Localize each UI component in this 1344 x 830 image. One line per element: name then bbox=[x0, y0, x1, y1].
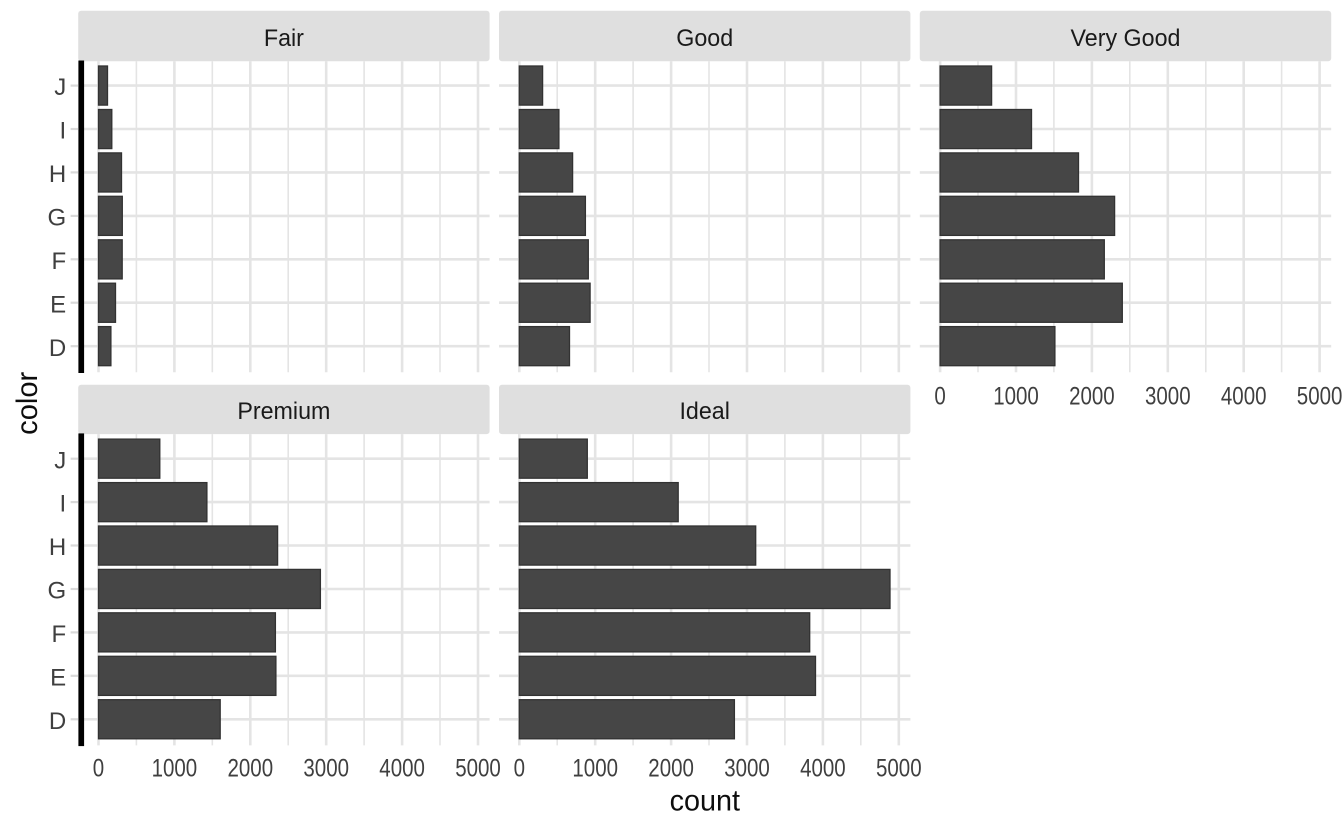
svg-text:3000: 3000 bbox=[1145, 382, 1191, 410]
svg-text:5000: 5000 bbox=[1297, 382, 1343, 410]
svg-text:0: 0 bbox=[514, 753, 525, 781]
svg-text:I: I bbox=[60, 118, 67, 145]
svg-text:3000: 3000 bbox=[724, 753, 770, 781]
svg-text:2000: 2000 bbox=[1069, 382, 1115, 410]
svg-text:0: 0 bbox=[934, 382, 945, 410]
svg-text:1000: 1000 bbox=[993, 382, 1039, 410]
svg-text:Very Good: Very Good bbox=[1071, 24, 1181, 52]
svg-text:E: E bbox=[50, 664, 66, 691]
svg-text:4000: 4000 bbox=[379, 753, 425, 781]
svg-text:Good: Good bbox=[676, 24, 733, 52]
svg-text:2000: 2000 bbox=[648, 753, 694, 781]
svg-text:1000: 1000 bbox=[152, 753, 198, 781]
svg-text:3000: 3000 bbox=[303, 753, 349, 781]
svg-text:5000: 5000 bbox=[455, 753, 501, 781]
svg-text:2000: 2000 bbox=[227, 753, 273, 781]
svg-text:4000: 4000 bbox=[1221, 382, 1267, 410]
svg-text:G: G bbox=[48, 205, 67, 232]
svg-text:5000: 5000 bbox=[876, 753, 922, 781]
svg-text:F: F bbox=[52, 248, 67, 275]
svg-text:J: J bbox=[54, 447, 66, 474]
svg-text:Ideal: Ideal bbox=[679, 398, 729, 426]
svg-text:Premium: Premium bbox=[237, 398, 330, 426]
svg-text:1000: 1000 bbox=[572, 753, 618, 781]
svg-text:F: F bbox=[52, 621, 67, 648]
svg-text:J: J bbox=[54, 74, 66, 101]
svg-text:D: D bbox=[49, 708, 66, 735]
svg-text:count: count bbox=[670, 784, 740, 818]
svg-text:G: G bbox=[48, 578, 67, 605]
svg-text:Fair: Fair bbox=[264, 24, 304, 52]
svg-text:0: 0 bbox=[93, 753, 104, 781]
svg-text:E: E bbox=[50, 291, 66, 318]
svg-text:I: I bbox=[60, 491, 67, 518]
svg-text:H: H bbox=[49, 161, 66, 188]
svg-text:H: H bbox=[49, 534, 66, 561]
svg-text:D: D bbox=[49, 335, 66, 362]
svg-text:color: color bbox=[11, 372, 44, 435]
svg-text:4000: 4000 bbox=[800, 753, 846, 781]
